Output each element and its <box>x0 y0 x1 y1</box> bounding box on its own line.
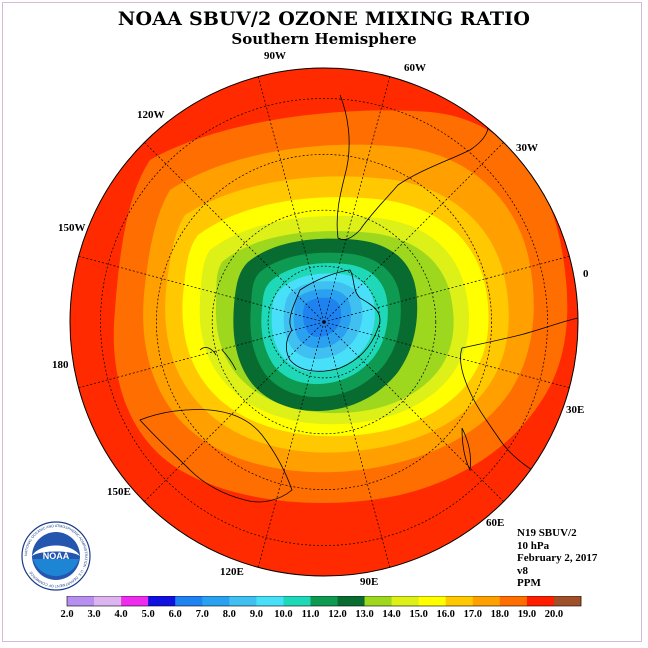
colorbar-tick-label: 17.0 <box>463 609 482 620</box>
noaa-logo: NOAA NATIONAL OCEANIC AND ATMOSPHERIC AD… <box>21 521 91 591</box>
map-border <box>69 67 579 577</box>
colorbar-tick-label: 9.0 <box>249 609 263 620</box>
lon-label-0: 0 <box>583 268 589 280</box>
logo-text: NOAA <box>43 551 70 561</box>
graticule <box>78 76 570 568</box>
colorbar-swatch <box>526 596 555 606</box>
colorbar-tick-label: 11.0 <box>301 609 320 620</box>
lon-label-150w: 150W <box>58 222 86 234</box>
lon-label-120e: 120E <box>220 566 244 578</box>
colorbar-swatch <box>364 596 392 606</box>
satellite-text: N19 SBUV/2 <box>517 527 577 539</box>
latitude-circle <box>156 154 492 490</box>
latitude-circle <box>100 98 548 546</box>
figure-frame <box>2 2 642 642</box>
coastlines <box>139 94 578 503</box>
lon-label-90e: 90E <box>360 576 379 588</box>
colorbar-tick-label: 18.0 <box>490 609 509 620</box>
colorbar-tick-label: 2.0 <box>60 609 74 620</box>
colorbar-swatch <box>121 596 149 606</box>
contour-band-5-6 <box>303 297 342 337</box>
australia-coastline <box>139 409 293 503</box>
colorbar-swatch <box>229 596 257 606</box>
antarctica-coastline <box>286 269 381 372</box>
version-text: v8 <box>517 564 528 577</box>
colorbar-tick-label: 10.0 <box>274 609 293 620</box>
colorbar-tick-label: 19.0 <box>517 609 537 620</box>
colorbar-tick-label: 8.0 <box>222 609 236 620</box>
map-subtitle: Southern Hemisphere <box>231 30 417 48</box>
latitude-circle <box>211 209 437 435</box>
lon-label-30w: 30W <box>516 142 538 154</box>
colorbar-tick-label: 14.0 <box>382 609 401 620</box>
new-zealand-coastline <box>199 347 237 371</box>
colorbar-swatch <box>499 596 528 606</box>
pressure-text: 10 hPa <box>517 539 550 552</box>
colorbar-tick-label: 3.0 <box>87 609 101 620</box>
colorbar-tick-label: 5.0 <box>141 609 155 620</box>
colorbar-swatch <box>175 596 203 606</box>
lon-label-90w: 90W <box>264 50 286 62</box>
colorbar-outline <box>66 596 582 607</box>
colorbar-tick-label: 20.0 <box>544 609 564 620</box>
colorbar-swatch <box>310 596 338 606</box>
logo-bird-icon <box>32 545 80 556</box>
metadata-block: N19 SBUV/2 10 hPa February 2, 2017 v8 PP… <box>517 527 597 590</box>
colorbar-tick-label: 13.0 <box>355 609 374 620</box>
colorbar-tick-label: 4.0 <box>114 609 128 620</box>
colorbar-swatch <box>445 596 474 606</box>
colorbar-swatch <box>256 596 284 606</box>
latitude-circle <box>267 265 381 379</box>
colorbar-tick-label: 16.0 <box>436 609 455 620</box>
colorbar-tick-label: 15.0 <box>409 609 428 620</box>
colorbar-swatch <box>553 596 582 606</box>
colorbar-swatch <box>337 596 365 606</box>
lon-label-60w: 60W <box>404 62 426 74</box>
colorbar-tick-label: 6.0 <box>168 609 182 620</box>
colorbar-swatch <box>283 596 311 606</box>
colorbar-swatch <box>418 596 447 606</box>
map-title: NOAA SBUV/2 OZONE MIXING RATIO <box>117 8 531 30</box>
africa-coastline <box>460 317 578 471</box>
colorbar-swatch <box>67 596 95 606</box>
units-text: PPM <box>517 577 541 590</box>
colorbar-tick-label: 12.0 <box>328 609 347 620</box>
madagascar-coastline <box>461 427 471 472</box>
lon-label-60e: 60E <box>486 517 505 529</box>
lon-label-120w: 120W <box>137 109 165 121</box>
colorbar-swatch <box>202 596 230 606</box>
date-text: February 2, 2017 <box>517 552 598 565</box>
colorbar-tick-label: 7.0 <box>195 609 209 620</box>
colorbar-swatch <box>472 596 501 606</box>
colorbar-swatch <box>391 596 419 606</box>
lon-label-150e: 150E <box>107 486 131 498</box>
logo-lower-half <box>33 559 79 577</box>
colorbar-swatch <box>148 596 176 606</box>
south-america-coastline <box>336 94 490 240</box>
colorbar <box>66 596 582 607</box>
lon-label-30e: 30E <box>566 404 585 416</box>
lon-label-180: 180 <box>52 359 69 371</box>
colorbar-swatch <box>94 596 122 606</box>
